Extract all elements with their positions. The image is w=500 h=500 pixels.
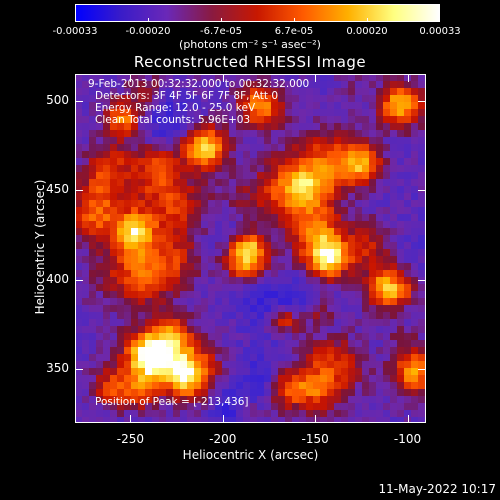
y-tick-mark: [75, 369, 83, 371]
colorbar-tick-label: 0.00033: [419, 26, 461, 37]
colorbar-tick-mark: [75, 18, 76, 22]
info-detectors: Detectors: 3F 4F 5F 6F 7F 8F, Att 0: [95, 90, 279, 102]
x-tick-mark: [407, 74, 409, 82]
x-tick-mark: [222, 74, 224, 82]
colorbar-tick-mark: [294, 18, 295, 22]
peak-position: Position of Peak = [-213,436]: [95, 396, 249, 408]
colorbar-tick-label: -0.00020: [125, 26, 171, 37]
heatmap-cells: [75, 74, 426, 423]
y-tick-label: 400: [46, 271, 69, 286]
y-tick-label: 500: [46, 92, 69, 107]
x-tick-label: -150: [301, 432, 329, 446]
y-tick-mark: [418, 279, 426, 281]
plot-frame: [75, 74, 426, 423]
heatmap-image: [75, 74, 426, 423]
colorbar-tick-label: -6.7e-05: [200, 26, 242, 37]
colorbar-unit-label: (photons cm⁻² s⁻¹ asec⁻²): [179, 38, 321, 51]
x-tick-mark: [130, 415, 132, 423]
y-tick-mark: [418, 369, 426, 371]
y-tick-mark: [75, 100, 83, 102]
colorbar-tick-mark: [148, 18, 149, 22]
info-counts: Clean Total counts: 5.96E+03: [95, 114, 251, 126]
colorbar-tick-mark: [221, 18, 222, 22]
plot-title: Reconstructed RHESSI Image: [133, 53, 367, 71]
info-energy-range: Energy Range: 12.0 - 25.0 keV: [95, 102, 256, 114]
colorbar-tick-mark: [439, 18, 440, 22]
colorbar-tick-label: 6.7e-05: [274, 26, 314, 37]
y-axis-label: Heliocentric Y (arcsec): [33, 179, 47, 315]
colorbar-tick-mark: [367, 18, 368, 22]
y-tick-label: 350: [46, 361, 69, 376]
timestamp: 11-May-2022 10:17: [378, 482, 496, 496]
y-tick-mark: [75, 190, 83, 192]
x-tick-label: -200: [209, 432, 237, 446]
y-tick-mark: [418, 190, 426, 192]
info-time-range: 9-Feb-2013 00:32:32.000 to 00:32:32.000: [88, 78, 310, 90]
x-tick-mark: [315, 415, 317, 423]
x-tick-mark: [130, 74, 132, 82]
x-tick-label: -250: [116, 432, 145, 446]
colorbar-tick-label: -0.00033: [52, 26, 98, 37]
y-tick-mark: [75, 279, 83, 281]
x-tick-label: -100: [393, 432, 422, 446]
x-axis-label: Heliocentric X (arcsec): [182, 448, 319, 462]
colorbar: [75, 4, 440, 22]
y-tick-mark: [418, 100, 426, 102]
colorbar-tick-label: 0.00020: [346, 26, 388, 37]
x-tick-mark: [407, 415, 409, 423]
x-tick-mark: [222, 415, 224, 423]
x-tick-mark: [315, 74, 317, 82]
y-tick-label: 450: [46, 182, 69, 197]
